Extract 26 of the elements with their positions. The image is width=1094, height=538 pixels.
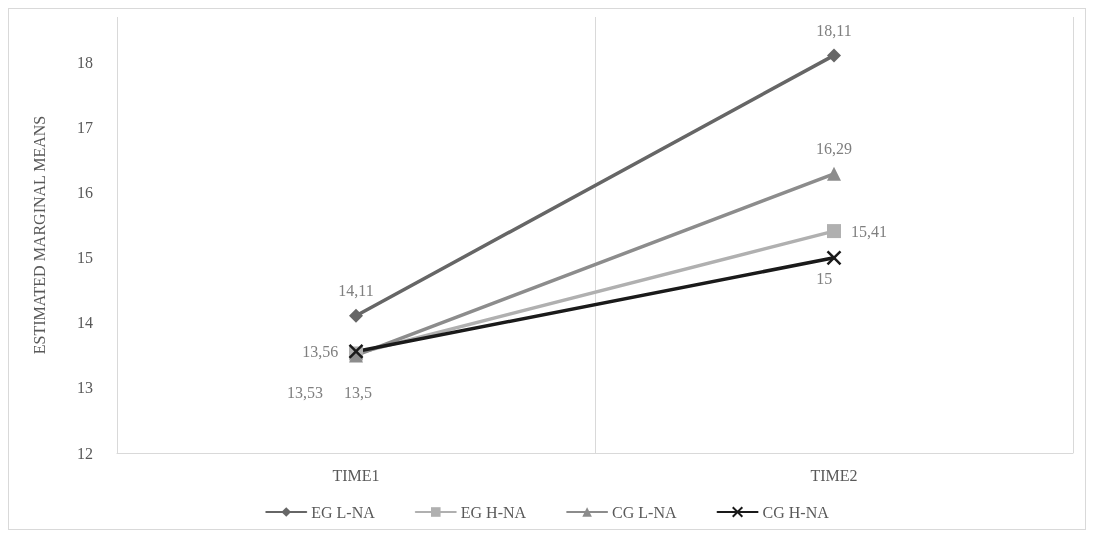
data-label: 13,56 bbox=[302, 342, 339, 360]
point bbox=[349, 308, 363, 323]
data-label: 15,41 bbox=[851, 222, 887, 240]
data-label: 14,11 bbox=[338, 282, 374, 300]
legend-label: CG L-NA bbox=[612, 503, 677, 521]
legend-label: CG H-NA bbox=[762, 503, 830, 521]
y-tick-label: 16 bbox=[77, 184, 93, 202]
data-label: 18,11 bbox=[816, 21, 852, 39]
data-label: 13,53 bbox=[287, 383, 323, 401]
y-tick-label: 13 bbox=[77, 379, 93, 397]
point bbox=[827, 48, 841, 63]
legend-label: EG H-NA bbox=[460, 503, 527, 521]
data-label: 15 bbox=[816, 269, 833, 287]
y-tick-label: 18 bbox=[77, 54, 93, 72]
x-tick-label: TIME2 bbox=[810, 466, 858, 484]
y-tick-label: 15 bbox=[77, 249, 93, 267]
data-label: 13,5 bbox=[344, 383, 372, 401]
data-label: 16,29 bbox=[816, 140, 852, 158]
x-tick-label: TIME1 bbox=[332, 466, 380, 484]
legend-label: EG L-NA bbox=[311, 503, 376, 521]
y-tick-label: 14 bbox=[77, 314, 93, 332]
y-tick-label: 17 bbox=[77, 119, 93, 137]
point bbox=[826, 250, 842, 266]
point bbox=[827, 224, 841, 239]
y-axis-title: ESTIMATED MARGINAL MEANS bbox=[30, 115, 48, 355]
y-tick-label: 12 bbox=[77, 444, 93, 462]
